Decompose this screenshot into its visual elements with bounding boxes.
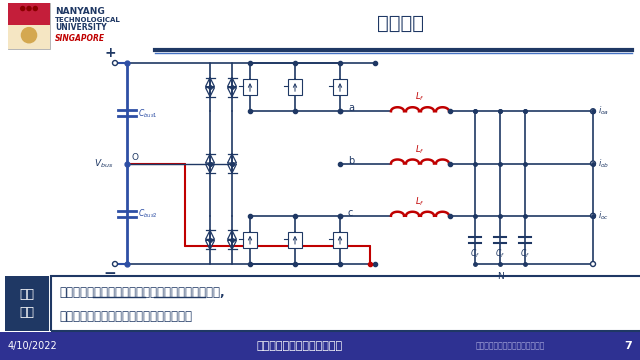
Text: 以提高三相四线三电平逆变器的功率密度。: 以提高三相四线三电平逆变器的功率密度。 bbox=[59, 310, 192, 324]
Text: b: b bbox=[348, 156, 355, 166]
Circle shape bbox=[20, 27, 37, 44]
Text: $C_{bus1}$: $C_{bus1}$ bbox=[138, 107, 157, 120]
Text: 研究
目标: 研究 目标 bbox=[19, 288, 35, 320]
Text: SINGAPORE: SINGAPORE bbox=[55, 34, 105, 43]
Text: $i_{ob}$: $i_{ob}$ bbox=[598, 157, 609, 170]
Text: $i_{oc}$: $i_{oc}$ bbox=[598, 210, 609, 222]
Bar bbox=[333, 79, 347, 95]
Text: $L_f$: $L_f$ bbox=[415, 195, 425, 208]
Bar bbox=[5, 276, 49, 331]
Circle shape bbox=[591, 261, 595, 266]
Text: $V_{bus}$: $V_{bus}$ bbox=[94, 157, 114, 170]
Bar bbox=[333, 232, 347, 248]
Bar bbox=[243, 232, 257, 248]
Bar bbox=[243, 79, 257, 95]
Text: +: + bbox=[104, 46, 116, 60]
Text: $C_f$: $C_f$ bbox=[520, 248, 530, 260]
Bar bbox=[8, 25, 50, 49]
Text: a: a bbox=[348, 103, 354, 113]
Text: 中国电工技术学会新媒体平台发布: 中国电工技术学会新媒体平台发布 bbox=[476, 342, 545, 351]
Circle shape bbox=[33, 6, 38, 11]
Text: O: O bbox=[132, 153, 139, 162]
Circle shape bbox=[591, 213, 595, 218]
Bar bbox=[8, 3, 50, 49]
Text: 7: 7 bbox=[624, 341, 632, 351]
Bar bbox=[288, 79, 302, 95]
Text: $C_{bus2}$: $C_{bus2}$ bbox=[138, 207, 158, 220]
Bar bbox=[51, 276, 640, 331]
Text: $C_f$: $C_f$ bbox=[495, 248, 505, 260]
Text: 中国电工技术学会青年云沙龙: 中国电工技术学会青年云沙龙 bbox=[257, 341, 343, 351]
Text: NANYANG: NANYANG bbox=[55, 7, 105, 16]
Text: $L_f$: $L_f$ bbox=[415, 143, 425, 156]
Circle shape bbox=[591, 161, 595, 166]
Bar bbox=[8, 3, 50, 25]
Text: 4/10/2022: 4/10/2022 bbox=[8, 341, 58, 351]
Bar bbox=[0, 332, 640, 360]
Text: $C_f$: $C_f$ bbox=[470, 248, 480, 260]
Text: TECHNOLOGICAL: TECHNOLOGICAL bbox=[55, 17, 121, 23]
Text: 研究目标: 研究目标 bbox=[376, 14, 424, 33]
Circle shape bbox=[113, 60, 118, 66]
Text: UNIVERSITY: UNIVERSITY bbox=[55, 23, 107, 32]
Circle shape bbox=[20, 6, 26, 11]
Circle shape bbox=[26, 6, 32, 11]
Text: $L_f$: $L_f$ bbox=[415, 91, 425, 103]
Text: 如何减小交流滤波电感和直流分裂电容的体积和重量,: 如何减小交流滤波电感和直流分裂电容的体积和重量, bbox=[59, 285, 225, 298]
Text: $i_{oa}$: $i_{oa}$ bbox=[598, 105, 609, 117]
Bar bbox=[288, 232, 302, 248]
Circle shape bbox=[591, 109, 595, 114]
Circle shape bbox=[113, 261, 118, 266]
Text: −: − bbox=[104, 266, 116, 282]
Text: N: N bbox=[497, 272, 504, 281]
Text: c: c bbox=[348, 208, 353, 218]
